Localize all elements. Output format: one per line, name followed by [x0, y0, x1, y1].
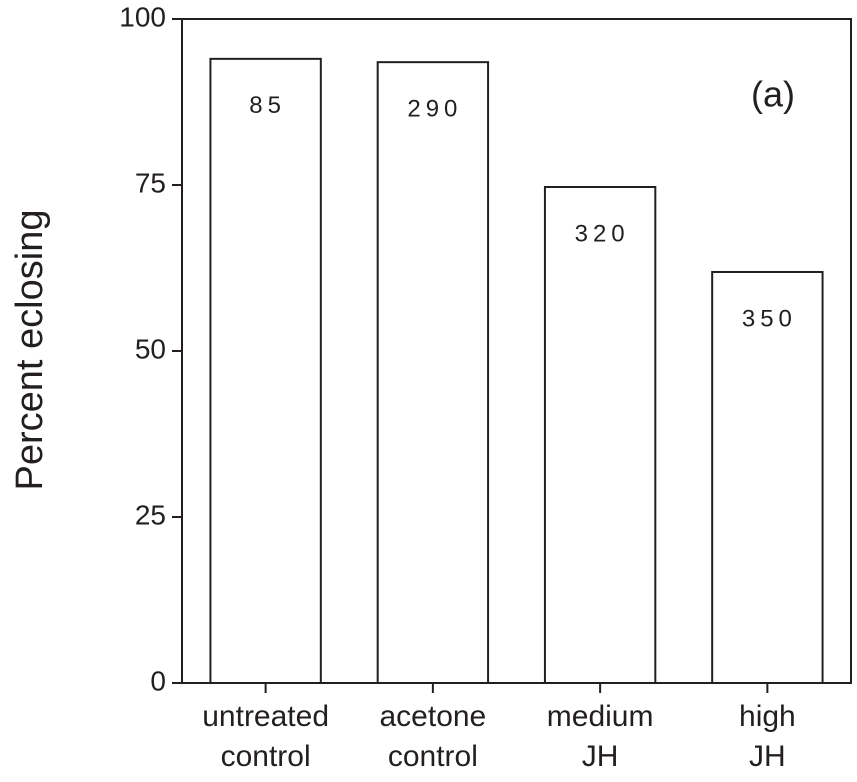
- x-tick-label: medium: [547, 700, 654, 733]
- x-tick-label: JH: [749, 740, 786, 773]
- bar-label: 350: [742, 305, 797, 332]
- bar-label: 290: [407, 96, 462, 123]
- x-tick-label: high: [739, 700, 796, 733]
- bar: [543, 185, 657, 684]
- y-tick-label: 0: [150, 665, 166, 696]
- x-tick-label: JH: [582, 740, 619, 773]
- x-tick-label: acetone: [379, 700, 486, 733]
- bar-label: 320: [575, 220, 630, 247]
- y-tick-label: 50: [135, 333, 166, 364]
- y-axis-label: Percent eclosing: [9, 210, 51, 491]
- bar: [711, 270, 824, 684]
- bar-label: 85: [249, 92, 286, 119]
- bar: [209, 57, 322, 684]
- x-tick-label: control: [388, 740, 478, 773]
- y-tick-label: 75: [135, 167, 166, 198]
- y-tick-label: 25: [135, 499, 166, 530]
- y-tick-label: 100: [119, 1, 166, 32]
- x-tick-label: control: [221, 740, 311, 773]
- panel-label: (a): [751, 74, 795, 115]
- bar: [376, 61, 490, 685]
- x-tick-label: untreated: [202, 700, 329, 733]
